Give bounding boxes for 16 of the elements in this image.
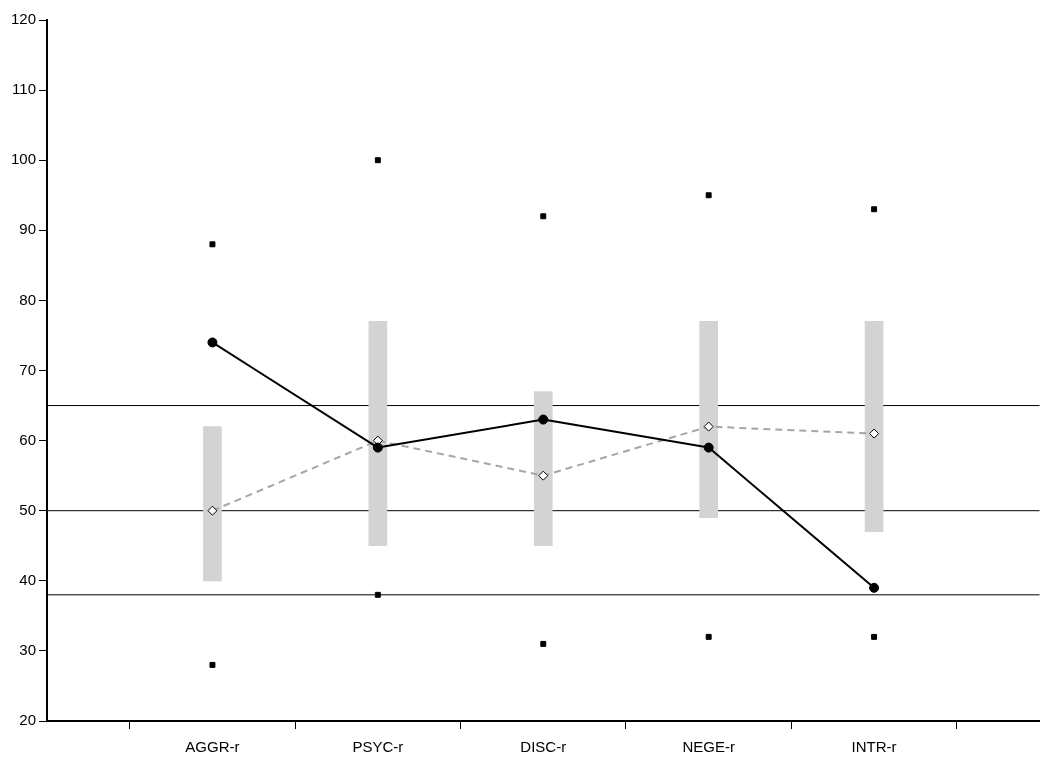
y-tick-label: 60 (19, 430, 37, 448)
y-tick-label: 40 (19, 570, 37, 588)
x-tick-label: PSYC-r (352, 738, 404, 756)
x-tick-label: AGGR-r (185, 738, 240, 756)
y-tick-label: 80 (19, 290, 37, 308)
y-tick-label: 110 (12, 80, 37, 98)
y-tick-label: 70 (19, 360, 37, 378)
y-tick-label: 100 (11, 150, 37, 168)
y-tick-label: 120 (11, 10, 37, 28)
y-tick-label: 20 (19, 711, 37, 729)
y-tick-label: 30 (19, 641, 37, 659)
x-tick-label: NEGE-r (682, 738, 735, 756)
x-tick-label: INTR-r (851, 738, 897, 756)
y-tick-label: 50 (19, 500, 37, 518)
x-tick-label: DISC-r (520, 738, 567, 756)
y-tick-label: 90 (19, 220, 37, 238)
